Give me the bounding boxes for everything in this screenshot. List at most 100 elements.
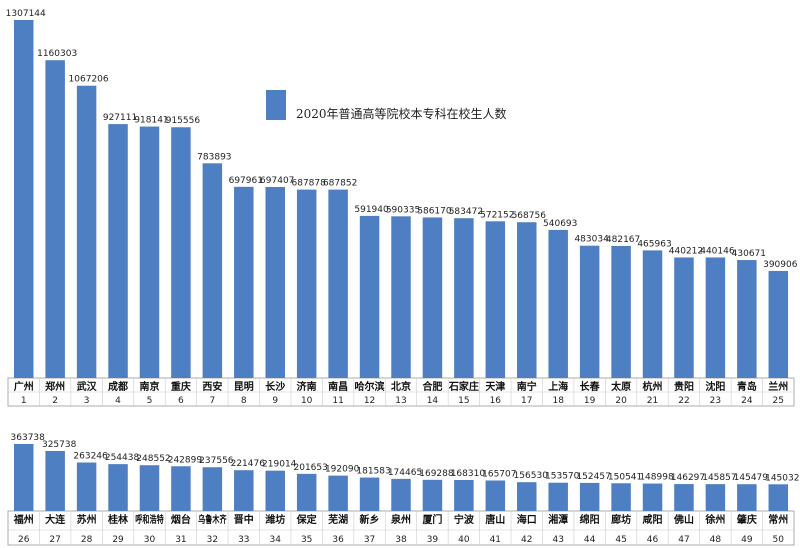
rank-label: 33 — [238, 535, 249, 545]
data-label: 697961 — [229, 176, 263, 186]
bar — [296, 189, 317, 378]
category-label: 武汉 — [77, 380, 98, 393]
category-label: 肇庆 — [736, 513, 757, 526]
bar — [328, 189, 348, 378]
legend-swatch — [266, 90, 286, 120]
category-label: 廊坊 — [611, 513, 631, 526]
category-label: 湘潭 — [548, 513, 568, 526]
rank-label: 43 — [552, 535, 563, 545]
rank-label: 28 — [81, 535, 93, 545]
data-label: 591940 — [354, 205, 389, 215]
category-label: 北京 — [391, 380, 411, 393]
data-label: 145857 — [702, 473, 736, 483]
rank-label: 14 — [427, 396, 439, 406]
category-label: 宁波 — [454, 513, 475, 526]
category-label: 南京 — [139, 380, 159, 393]
bar — [642, 483, 663, 511]
bar — [265, 186, 285, 378]
category-label: 成都 — [108, 380, 128, 393]
bar — [548, 482, 568, 511]
category-label: 厦门 — [422, 513, 442, 526]
category-label: 太原 — [610, 380, 631, 393]
category-label: 咸阳 — [643, 513, 663, 526]
data-label: 363738 — [11, 433, 46, 443]
category-label: 绵阳 — [580, 513, 600, 526]
category-label: 南宁 — [517, 380, 537, 393]
category-label: 新乡 — [360, 513, 380, 526]
rank-label: 20 — [615, 396, 627, 406]
rank-label: 32 — [207, 535, 218, 545]
bar — [13, 444, 34, 511]
rank-label: 44 — [584, 535, 596, 545]
bar — [517, 482, 537, 511]
data-label: 687852 — [323, 179, 357, 189]
data-label: 242899 — [168, 455, 203, 465]
category-label: 杭州 — [643, 380, 663, 393]
rank-label: 2 — [52, 396, 58, 406]
category-label: 贵阳 — [674, 380, 694, 393]
data-label: 440212 — [669, 246, 703, 256]
rank-label: 27 — [49, 535, 60, 545]
rank-label: 36 — [332, 535, 344, 545]
rank-label: 40 — [458, 535, 470, 545]
bar — [454, 218, 474, 378]
bar — [391, 478, 411, 511]
category-label: 郑州 — [45, 380, 65, 393]
rank-label: 45 — [615, 535, 626, 545]
data-label: 1307144 — [6, 9, 46, 19]
rank-label: 37 — [364, 535, 375, 545]
rank-label: 35 — [301, 535, 312, 545]
data-label: 482167 — [606, 235, 640, 245]
bar — [45, 60, 65, 379]
category-label: 佛山 — [673, 513, 694, 526]
bottom-chart-panel: 363738福州26325738大连27263246苏州28254438桂林29… — [7, 433, 799, 546]
bar — [705, 257, 726, 378]
data-label: 918141 — [134, 116, 168, 126]
category-label: 潍坊 — [265, 513, 285, 526]
bar — [768, 270, 789, 378]
rank-label: 26 — [18, 535, 30, 545]
rank-label: 7 — [209, 396, 215, 406]
rank-label: 30 — [144, 535, 156, 545]
data-label: 192090 — [325, 465, 360, 475]
rank-label: 18 — [552, 396, 564, 406]
bar — [139, 126, 160, 378]
category-label: 徐州 — [704, 513, 725, 526]
data-label: 254438 — [105, 453, 140, 463]
rank-label: 31 — [175, 535, 186, 545]
bar — [454, 479, 474, 511]
bar — [674, 257, 694, 378]
data-label: 150541 — [608, 472, 642, 482]
bar — [768, 484, 789, 511]
rank-label: 6 — [178, 396, 184, 406]
category-label: 兰州 — [768, 380, 788, 393]
category-label: 石家庄 — [448, 380, 479, 393]
data-label: 1160303 — [37, 49, 77, 59]
category-label: 南昌 — [328, 380, 348, 393]
rank-label: 49 — [741, 535, 753, 545]
bar — [548, 229, 568, 378]
category-label: 西安 — [202, 380, 222, 393]
data-label: 181583 — [356, 467, 390, 477]
category-label: 呼和浩特 — [135, 513, 163, 526]
bar — [296, 473, 317, 511]
category-label: 昆明 — [234, 381, 254, 393]
rank-label: 25 — [773, 396, 784, 406]
bar — [202, 467, 223, 511]
rank-label: 1 — [21, 396, 27, 406]
bar — [391, 216, 411, 378]
bar — [737, 260, 757, 378]
rank-label: 22 — [678, 396, 689, 406]
rank-label: 23 — [710, 396, 721, 406]
bar — [674, 484, 694, 511]
data-label: 697407 — [260, 176, 294, 186]
rank-label: 11 — [332, 396, 343, 406]
category-label: 上海 — [548, 380, 568, 393]
bar — [517, 222, 537, 378]
bar — [13, 20, 34, 378]
data-label: 152457 — [576, 472, 610, 482]
data-label: 201653 — [294, 463, 328, 473]
bar — [737, 484, 757, 511]
data-label: 219014 — [262, 460, 297, 470]
